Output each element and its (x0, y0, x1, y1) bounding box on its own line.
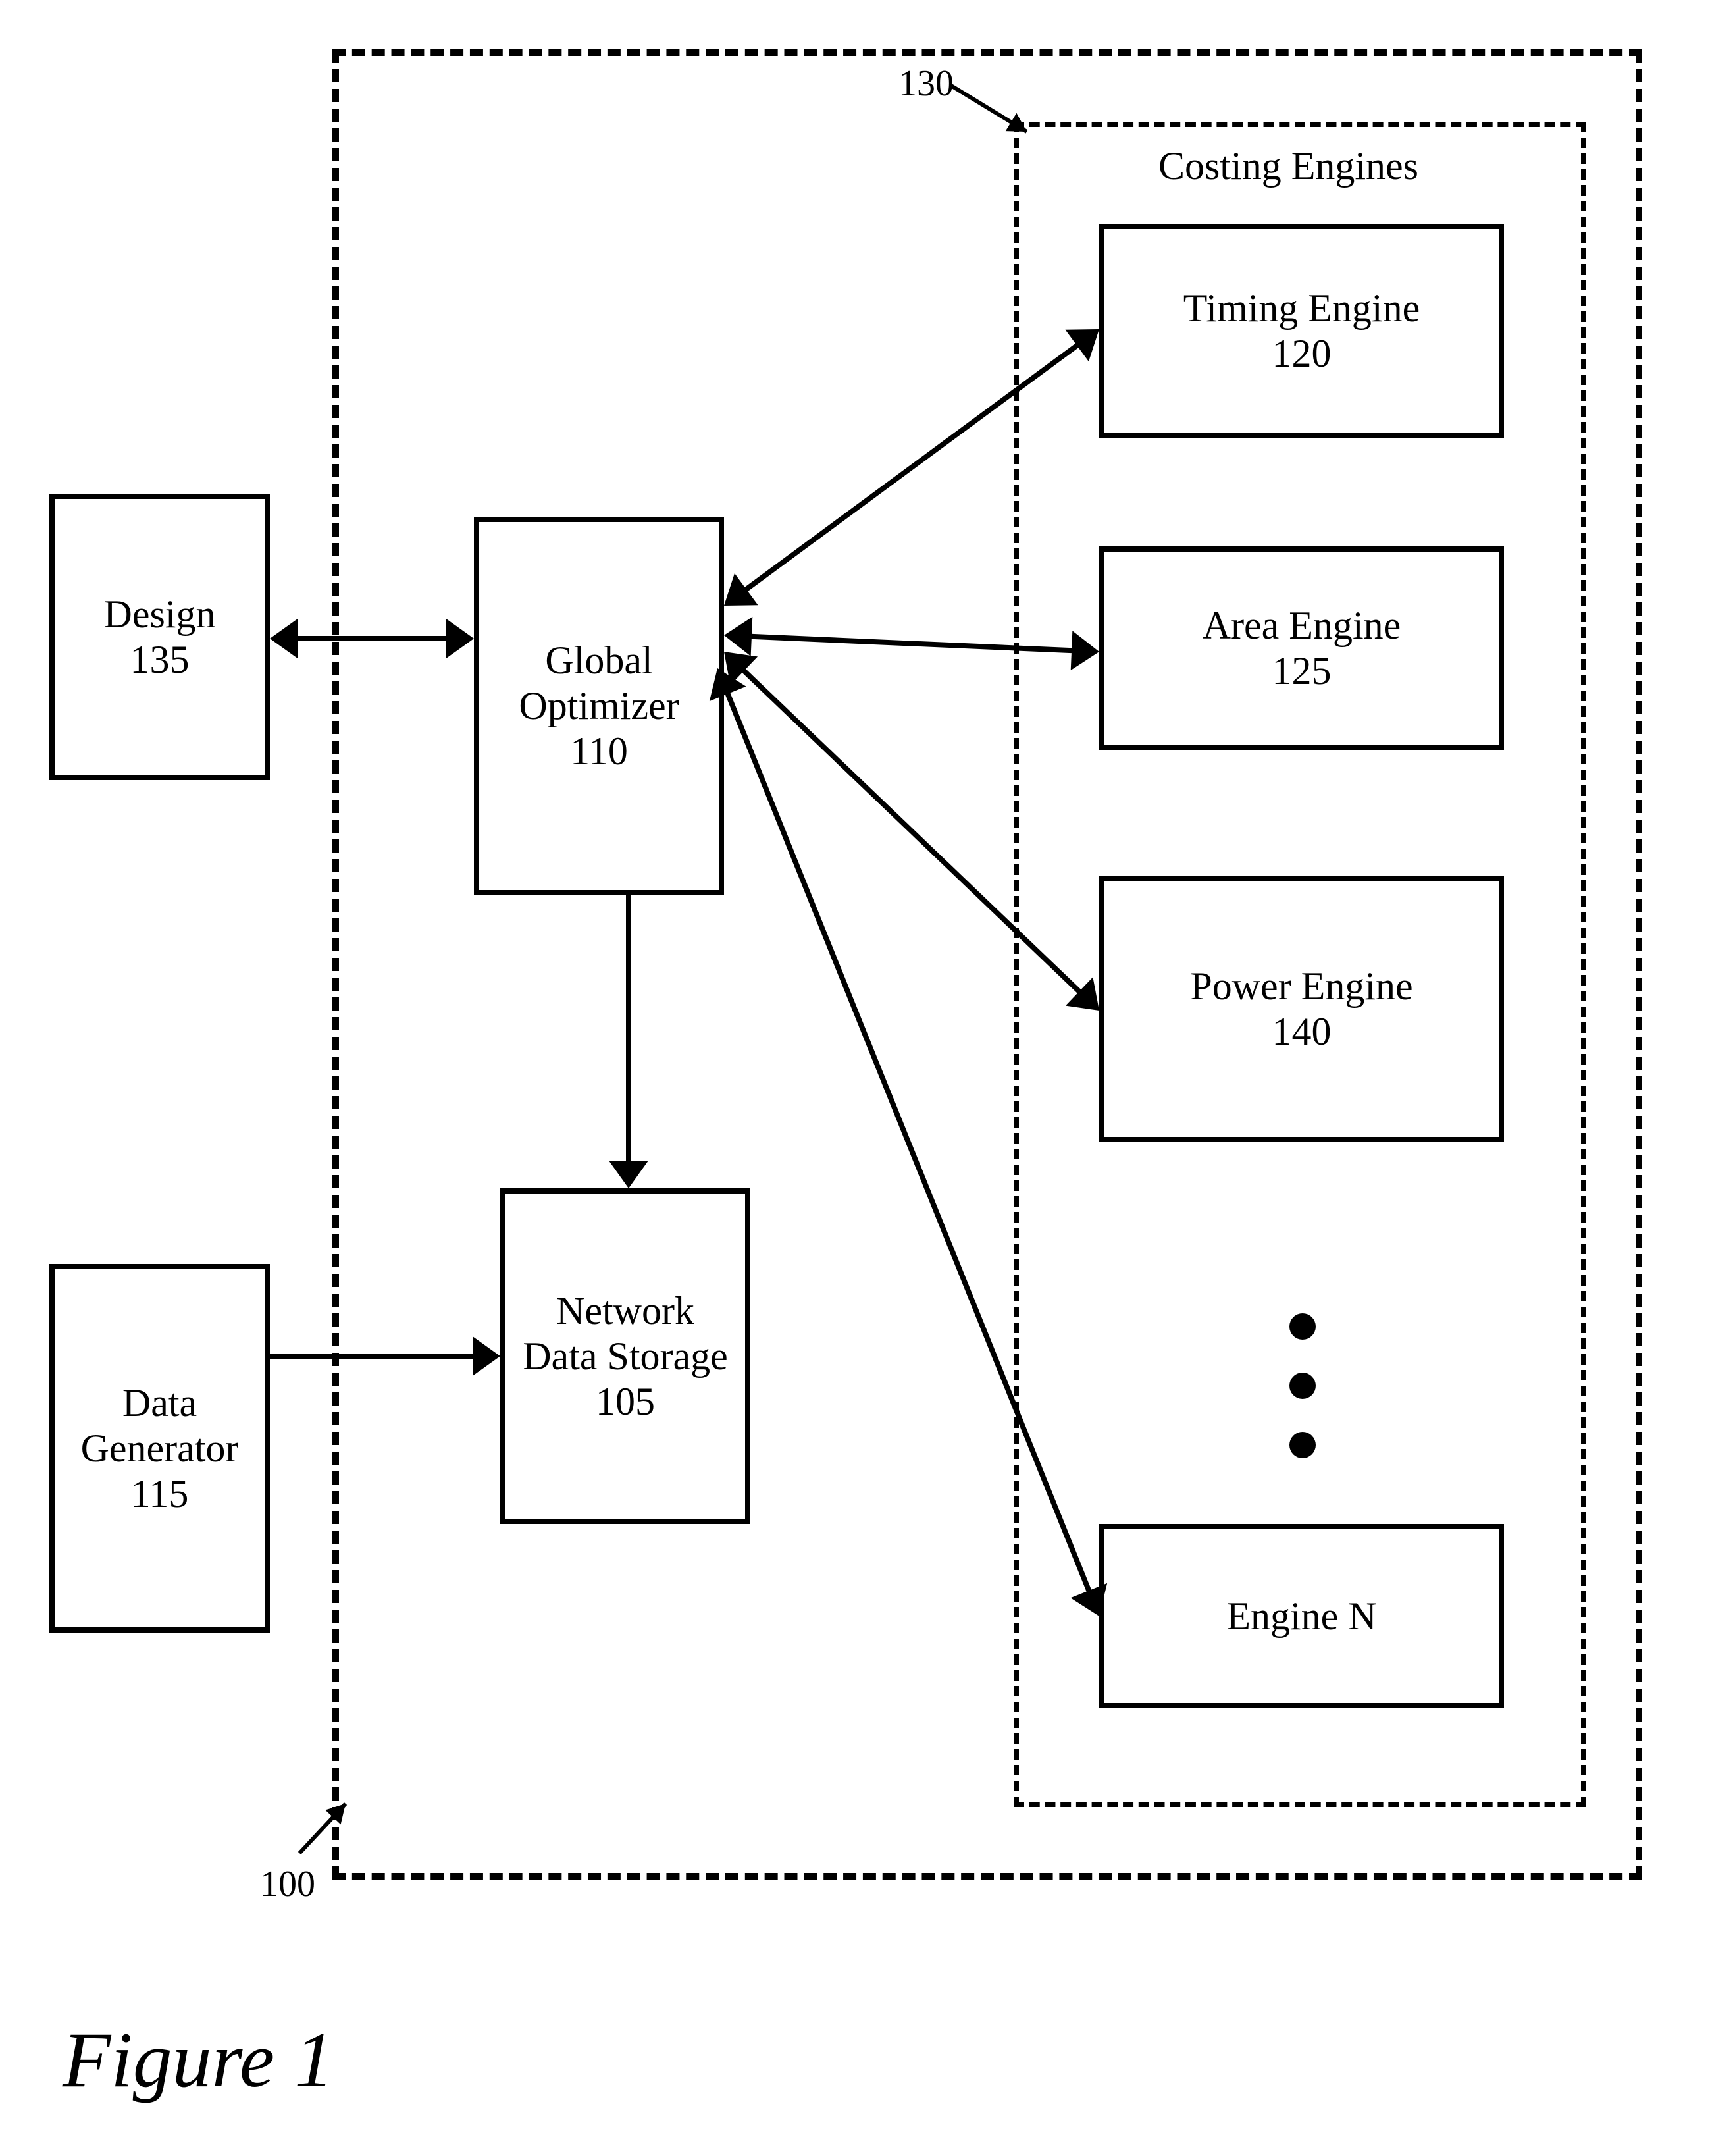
costing-ref-130-label: 130 (898, 63, 954, 105)
power-engine-block: Power Engine 140 (1099, 876, 1504, 1142)
network-storage-label-2: Data Storage (523, 1334, 728, 1379)
data-generator-label: Data Generator (55, 1380, 265, 1471)
system-ref-100-label: 100 (260, 1863, 315, 1905)
global-optimizer-block: Global Optimizer 110 (474, 517, 724, 895)
network-storage-label-1: Network (556, 1288, 694, 1334)
design-block: Design 135 (49, 494, 270, 780)
power-engine-label: Power Engine (1190, 964, 1412, 1009)
costing-engines-title: Costing Engines (1158, 144, 1418, 189)
timing-engine-block: Timing Engine 120 (1099, 224, 1504, 438)
engine-n-label: Engine N (1226, 1594, 1376, 1639)
power-engine-id: 140 (1272, 1009, 1332, 1055)
global-optimizer-label: Global Optimizer (479, 638, 719, 729)
design-id: 135 (130, 637, 190, 683)
diagram-stage: Design 135 Data Generator 115 Global Opt… (0, 0, 1710, 2156)
engine-n-block: Engine N (1099, 1524, 1504, 1708)
timing-engine-label: Timing Engine (1183, 286, 1420, 331)
network-storage-id: 105 (596, 1379, 655, 1425)
data-generator-id: 115 (131, 1471, 189, 1517)
area-engine-block: Area Engine 125 (1099, 546, 1504, 750)
data-generator-block: Data Generator 115 (49, 1264, 270, 1633)
area-engine-id: 125 (1272, 648, 1332, 694)
figure-title: Figure 1 (63, 2014, 334, 2105)
network-data-storage-block: Network Data Storage 105 (500, 1188, 750, 1524)
global-optimizer-id: 110 (570, 729, 628, 774)
design-label: Design (104, 592, 216, 637)
timing-engine-id: 120 (1272, 331, 1332, 377)
area-engine-label: Area Engine (1203, 603, 1401, 648)
